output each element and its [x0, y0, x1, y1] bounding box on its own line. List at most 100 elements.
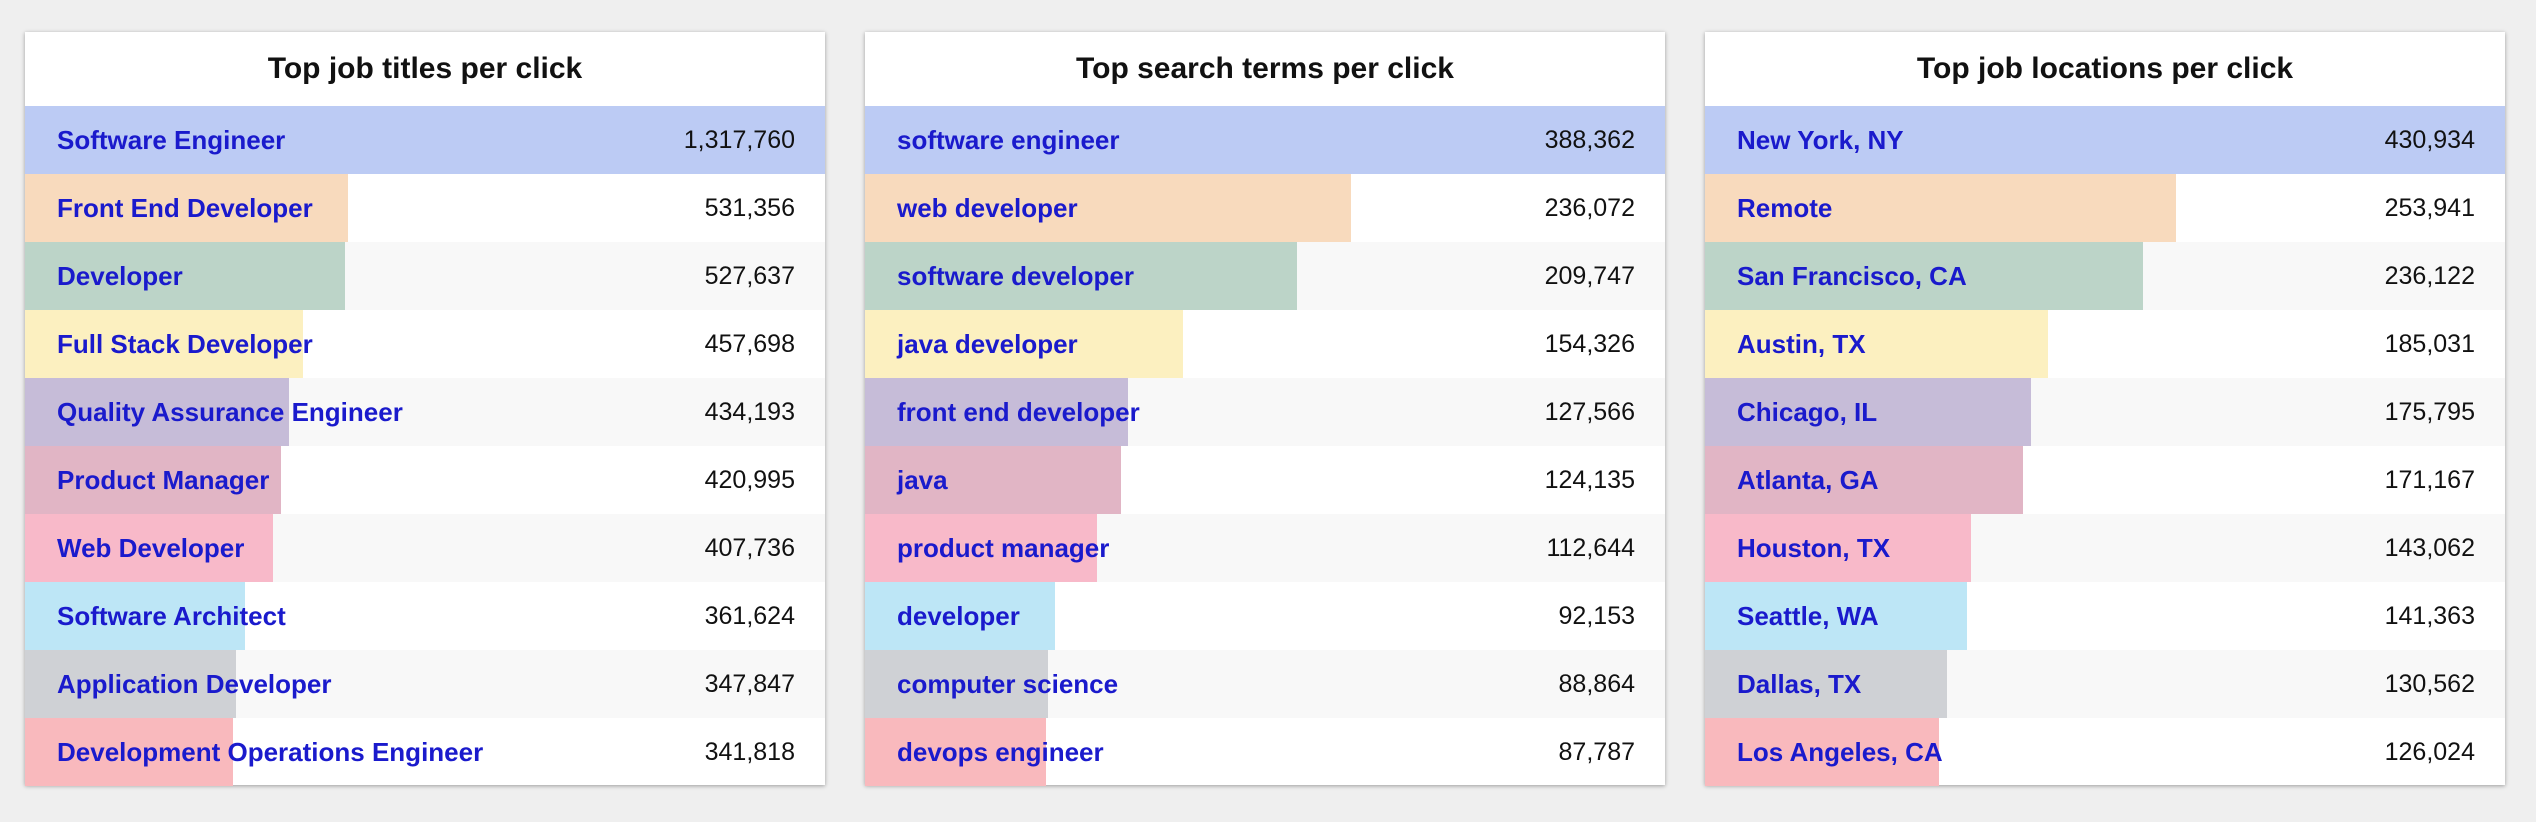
bar-value: 143,062 [2384, 534, 2475, 562]
bar-label-link[interactable]: computer science [897, 669, 1119, 699]
bar-label-link[interactable]: java [897, 465, 948, 495]
bar-row: Software Engineer 1,317,760 [25, 106, 825, 174]
panel-title: Top job locations per click [1916, 52, 2294, 85]
bar-value: 92,153 [1558, 602, 1635, 630]
bar-row: web developer 236,072 [865, 174, 1665, 242]
bar-label-link[interactable]: Front End Developer [57, 193, 313, 223]
bar-label-link[interactable]: Product Manager [57, 465, 270, 495]
bar-label-link[interactable]: Software Engineer [57, 125, 286, 155]
bar-label-link[interactable]: San Francisco, CA [1737, 261, 1967, 291]
bar [25, 718, 233, 786]
bar-row: software engineer 388,362 [865, 106, 1665, 174]
bar-row: Chicago, IL 175,795 [1705, 378, 2505, 446]
bar-value: 87,787 [1558, 738, 1635, 766]
bar-row: Houston, TX 143,062 [1705, 514, 2505, 582]
bar [25, 514, 273, 582]
bar-row: Web Developer 407,736 [25, 514, 825, 582]
bar-row: software developer 209,747 [865, 242, 1665, 310]
bar-label-link[interactable]: New York, NY [1737, 125, 1904, 155]
bar [865, 310, 1183, 378]
bar-label-link[interactable]: Developer [57, 261, 183, 291]
bar-row: java 124,135 [865, 446, 1665, 514]
bar-label-link[interactable]: Quality Assurance Engineer [57, 397, 403, 427]
bar-value: 1,317,760 [683, 126, 795, 154]
bar-value: 527,637 [704, 262, 795, 290]
bar-label-link[interactable]: Seattle, WA [1737, 601, 1879, 631]
bar-label-link[interactable]: Full Stack Developer [57, 329, 313, 359]
bar [1705, 242, 2144, 310]
bar [865, 514, 1098, 582]
bar-label-link[interactable]: Dallas, TX [1737, 669, 1862, 699]
bar [1705, 174, 2177, 242]
bar-row: front end developer 127,566 [865, 378, 1665, 446]
bar-label-link[interactable]: Los Angeles, CA [1737, 737, 1943, 767]
bar-row: Application Developer 347,847 [25, 650, 825, 718]
bar-row: Full Stack Developer 457,698 [25, 310, 825, 378]
bar [865, 106, 1665, 174]
bar [1705, 718, 1939, 786]
bar-value: 126,024 [2384, 738, 2475, 766]
bar [25, 650, 237, 718]
bar-value: 388,362 [1544, 126, 1635, 154]
bar-label-link[interactable]: web developer [897, 193, 1078, 223]
bar-value: 127,566 [1544, 398, 1635, 426]
panel-title: Top search terms per click [1076, 52, 1454, 85]
bar-label-link[interactable]: Houston, TX [1737, 533, 1891, 563]
bar-label-link[interactable]: developer [897, 601, 1020, 631]
bar-value: 253,941 [2384, 194, 2475, 222]
bar-value: 407,736 [704, 534, 795, 562]
bar [25, 242, 346, 310]
job-titles-panel: Top job titles per click Software Engine… [25, 32, 825, 786]
bar-row: Product Manager 420,995 [25, 446, 825, 514]
bar-row: New York, NY 430,934 [1705, 106, 2505, 174]
bar-label-link[interactable]: java developer [897, 329, 1078, 359]
bar-row: Atlanta, GA 171,167 [1705, 446, 2505, 514]
bar-row: Remote 253,941 [1705, 174, 2505, 242]
bar-label-link[interactable]: software developer [897, 261, 1134, 291]
bar-row: developer 92,153 [865, 582, 1665, 650]
bar-label-link[interactable]: Software Architect [57, 601, 286, 631]
bar-value: 430,934 [2384, 126, 2475, 154]
bar-label-link[interactable]: devops engineer [897, 737, 1104, 767]
bar-row: java developer 154,326 [865, 310, 1665, 378]
search-terms-panel: Top search terms per click software engi… [865, 32, 1665, 786]
bar-label-link[interactable]: front end developer [897, 397, 1140, 427]
bar-value: 141,363 [2384, 602, 2475, 630]
bar [25, 106, 825, 174]
bar-value: 130,562 [2384, 670, 2475, 698]
bar-row: Seattle, WA 141,363 [1705, 582, 2505, 650]
bar-value: 457,698 [704, 330, 795, 358]
bar-label-link[interactable]: Application Developer [57, 669, 332, 699]
bar-value: 171,167 [2384, 466, 2475, 494]
bar-value: 420,995 [704, 466, 795, 494]
bar-label-link[interactable]: software engineer [897, 125, 1120, 155]
bar [25, 446, 281, 514]
bar [25, 582, 245, 650]
bar-row: Software Architect 361,624 [25, 582, 825, 650]
bar [865, 582, 1055, 650]
bar [1705, 514, 1971, 582]
bar [865, 378, 1128, 446]
bar [25, 174, 348, 242]
bar-row: computer science 88,864 [865, 650, 1665, 718]
bar-row: Developer 527,637 [25, 242, 825, 310]
bar [1705, 446, 2023, 514]
bar-label-link[interactable]: product manager [897, 533, 1110, 563]
bar [25, 378, 289, 446]
bar-label-link[interactable]: Remote [1737, 193, 1833, 223]
bar [1705, 650, 1948, 718]
bar-row: Los Angeles, CA 126,024 [1705, 718, 2505, 786]
bar-row: devops engineer 87,787 [865, 718, 1665, 786]
bar-value: 175,795 [2384, 398, 2475, 426]
bar-rows: New York, NY 430,934 Remote 253,941 San Fran… [1705, 106, 2505, 786]
bar-value: 361,624 [704, 602, 795, 630]
bar-label-link[interactable]: Chicago, IL [1737, 397, 1878, 427]
bar-value: 88,864 [1558, 670, 1635, 698]
bar-label-link[interactable]: Development Operations Engineer [57, 737, 484, 767]
bar-label-link[interactable]: Atlanta, GA [1737, 465, 1879, 495]
bar-row: product manager 112,644 [865, 514, 1665, 582]
bar [1705, 106, 2505, 174]
bar-value: 185,031 [2384, 330, 2475, 358]
bar-label-link[interactable]: Web Developer [57, 533, 245, 563]
bar-label-link[interactable]: Austin, TX [1737, 329, 1866, 359]
